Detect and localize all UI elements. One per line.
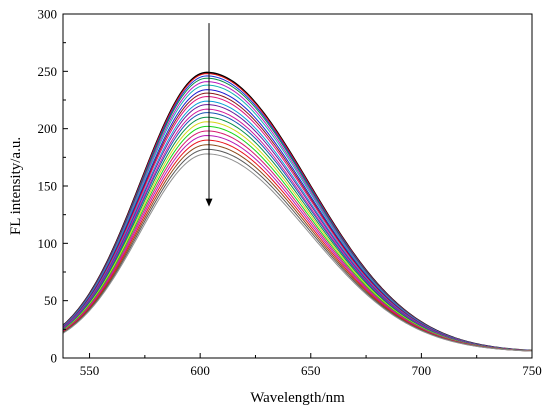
axis-ticks: 550 600 650 700 750 0 50 100 150 200 250 300 xyxy=(38,7,542,379)
y-tick-label: 250 xyxy=(38,64,58,79)
y-tick-label: 50 xyxy=(44,293,57,308)
y-tick-label: 0 xyxy=(51,351,58,366)
series-line xyxy=(62,153,533,352)
y-tick-label: 200 xyxy=(38,121,58,136)
y-tick-label: 300 xyxy=(38,7,58,22)
y-axis-label: FL intensity/a.u. xyxy=(8,137,24,235)
series-line xyxy=(62,96,533,352)
x-axis-label: Wavelength/nm xyxy=(250,390,345,406)
y-tick-label: 100 xyxy=(38,236,58,251)
y-tick-label: 150 xyxy=(38,179,58,194)
trend-arrow xyxy=(205,23,213,207)
x-tick-label: 750 xyxy=(522,363,542,378)
arrow-head xyxy=(205,198,213,207)
x-tick-label: 650 xyxy=(301,363,321,378)
series-line xyxy=(62,125,533,352)
x-tick-label: 600 xyxy=(190,363,210,378)
series-lines xyxy=(62,71,533,352)
x-tick-label: 700 xyxy=(412,363,432,378)
x-tick-label: 550 xyxy=(80,363,100,378)
